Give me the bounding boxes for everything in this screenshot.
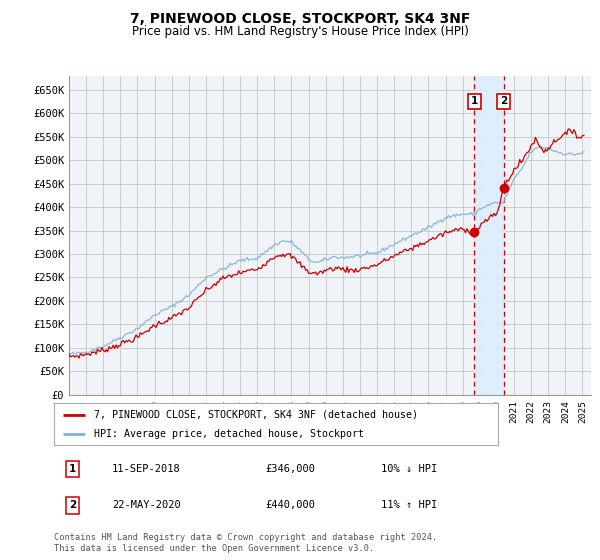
Text: 2: 2 bbox=[69, 501, 76, 510]
Text: £440,000: £440,000 bbox=[265, 501, 315, 510]
Text: 11-SEP-2018: 11-SEP-2018 bbox=[112, 464, 181, 474]
Text: 7, PINEWOOD CLOSE, STOCKPORT, SK4 3NF: 7, PINEWOOD CLOSE, STOCKPORT, SK4 3NF bbox=[130, 12, 470, 26]
Text: 11% ↑ HPI: 11% ↑ HPI bbox=[382, 501, 437, 510]
Text: £346,000: £346,000 bbox=[265, 464, 315, 474]
Text: HPI: Average price, detached house, Stockport: HPI: Average price, detached house, Stoc… bbox=[94, 429, 364, 439]
Text: Contains HM Land Registry data © Crown copyright and database right 2024.
This d: Contains HM Land Registry data © Crown c… bbox=[54, 533, 437, 553]
Text: Price paid vs. HM Land Registry's House Price Index (HPI): Price paid vs. HM Land Registry's House … bbox=[131, 25, 469, 38]
Text: 1: 1 bbox=[471, 96, 478, 106]
Text: 2: 2 bbox=[500, 96, 507, 106]
Text: 1: 1 bbox=[69, 464, 76, 474]
Text: 22-MAY-2020: 22-MAY-2020 bbox=[112, 501, 181, 510]
Text: 10% ↓ HPI: 10% ↓ HPI bbox=[382, 464, 437, 474]
Bar bbox=[475, 76, 503, 395]
Text: 7, PINEWOOD CLOSE, STOCKPORT, SK4 3NF (detached house): 7, PINEWOOD CLOSE, STOCKPORT, SK4 3NF (d… bbox=[94, 409, 418, 419]
